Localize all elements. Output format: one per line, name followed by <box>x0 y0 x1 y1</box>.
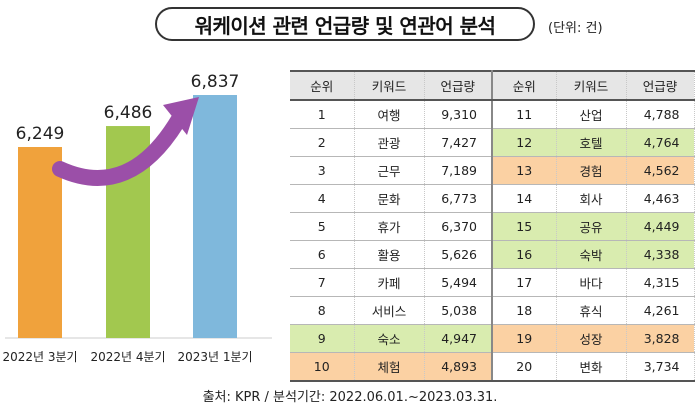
rank-cell: 8 <box>290 296 355 325</box>
col-header-keyword-2: 키워드 <box>556 70 627 101</box>
keyword-cell: 휴식 <box>556 296 627 325</box>
col-header-count-2: 언급량 <box>626 70 695 101</box>
category-label: 2022년 4분기 <box>90 350 165 364</box>
keyword-cell: 산업 <box>556 100 627 129</box>
count-cell: 4,463 <box>626 184 695 213</box>
rank-cell: 11 <box>492 100 557 129</box>
rank-cell: 16 <box>492 240 557 269</box>
keyword-cell: 호텔 <box>556 128 627 157</box>
rank-cell: 7 <box>290 268 355 297</box>
count-cell: 4,947 <box>424 324 493 353</box>
count-cell: 7,427 <box>424 128 493 157</box>
keyword-cell: 체험 <box>354 352 425 382</box>
keyword-cell: 여행 <box>354 100 425 129</box>
count-cell: 4,788 <box>626 100 695 129</box>
source-note: 출처: KPR / 분석기간: 2022.06.01.~2023.03.31. <box>202 390 498 405</box>
col-header-rank: 순위 <box>290 70 355 101</box>
rank-cell: 3 <box>290 156 355 185</box>
keyword-cell: 관광 <box>354 128 425 157</box>
keyword-cell: 활용 <box>354 240 425 269</box>
table-header-row: 순위 키워드 언급량 순위 키워드 언급량 <box>290 70 695 101</box>
count-cell: 4,315 <box>626 268 695 297</box>
bar-value-label: 6,837 <box>191 72 240 92</box>
rank-cell: 20 <box>492 352 557 382</box>
count-cell: 6,370 <box>424 212 493 241</box>
count-cell: 3,828 <box>626 324 695 353</box>
bar-value-label: 6,249 <box>16 124 65 144</box>
count-cell: 4,562 <box>626 156 695 185</box>
category-label: 2023년 1분기 <box>177 350 252 364</box>
trend-arrow-shaft <box>52 111 187 186</box>
keyword-cell: 숙소 <box>354 324 425 353</box>
chart-title: 워케이션 관련 언급량 및 연관어 분석 <box>155 7 535 41</box>
keyword-cell: 카페 <box>354 268 425 297</box>
count-cell: 7,189 <box>424 156 493 185</box>
rank-cell: 19 <box>492 324 557 353</box>
unit-label: (단위: 건) <box>548 21 603 36</box>
category-label: 2022년 3분기 <box>2 350 77 364</box>
count-cell: 9,310 <box>424 100 493 129</box>
bar <box>193 95 237 338</box>
count-cell: 4,764 <box>626 128 695 157</box>
table-row: 2 관광 7,427 12 호텔 4,764 <box>290 128 695 157</box>
count-cell: 4,893 <box>424 352 493 382</box>
count-cell: 4,449 <box>626 212 695 241</box>
keyword-cell: 성장 <box>556 324 627 353</box>
table-row: 8 서비스 5,038 18 휴식 4,261 <box>290 296 695 325</box>
keyword-cell: 경험 <box>556 156 627 185</box>
table-row: 7 카페 5,494 17 바다 4,315 <box>290 268 695 297</box>
rank-cell: 9 <box>290 324 355 353</box>
keyword-cell: 숙박 <box>556 240 627 269</box>
rank-cell: 4 <box>290 184 355 213</box>
keyword-cell: 공유 <box>556 212 627 241</box>
count-cell: 4,261 <box>626 296 695 325</box>
table-row: 5 휴가 6,370 15 공유 4,449 <box>290 212 695 241</box>
rank-cell: 5 <box>290 212 355 241</box>
rank-cell: 17 <box>492 268 557 297</box>
keyword-cell: 서비스 <box>354 296 425 325</box>
rank-cell: 12 <box>492 128 557 157</box>
count-cell: 5,038 <box>424 296 493 325</box>
count-cell: 5,626 <box>424 240 493 269</box>
rank-cell: 6 <box>290 240 355 269</box>
rank-cell: 15 <box>492 212 557 241</box>
keyword-cell: 근무 <box>354 156 425 185</box>
col-header-keyword: 키워드 <box>354 70 425 101</box>
bar-chart: 6,249 2022년 3분기 6,486 2022년 4분기 6,837 2023년 1… <box>2 72 272 364</box>
table-row: 3 근무 7,189 13 경험 4,562 <box>290 156 695 185</box>
rank-cell: 18 <box>492 296 557 325</box>
rank-cell: 2 <box>290 128 355 157</box>
keyword-cell: 회사 <box>556 184 627 213</box>
bar-value-label: 6,486 <box>104 103 153 123</box>
col-header-rank-2: 순위 <box>492 70 557 101</box>
keyword-cell: 휴가 <box>354 212 425 241</box>
count-cell: 6,773 <box>424 184 493 213</box>
rank-cell: 14 <box>492 184 557 213</box>
table-row: 1 여행 9,310 11 산업 4,788 <box>290 100 695 129</box>
table-row: 10 체험 4,893 20 변화 3,734 <box>290 352 695 382</box>
count-cell: 3,734 <box>626 352 695 382</box>
bar <box>18 147 62 338</box>
count-cell: 4,338 <box>626 240 695 269</box>
table-row: 9 숙소 4,947 19 성장 3,828 <box>290 324 695 353</box>
keyword-cell: 문화 <box>354 184 425 213</box>
keyword-table: 순위 키워드 언급량 순위 키워드 언급량 1 여행 9,310 11 산업 4,788 2… <box>290 70 695 382</box>
keyword-cell: 바다 <box>556 268 627 297</box>
rank-cell: 13 <box>492 156 557 185</box>
col-header-count: 언급량 <box>424 70 493 101</box>
count-cell: 5,494 <box>424 268 493 297</box>
keyword-cell: 변화 <box>556 352 627 382</box>
rank-cell: 1 <box>290 100 355 129</box>
trend-arrow-head <box>163 97 199 135</box>
rank-cell: 10 <box>290 352 355 382</box>
table-row: 6 활용 5,626 16 숙박 4,338 <box>290 240 695 269</box>
table-row: 4 문화 6,773 14 회사 4,463 <box>290 184 695 213</box>
